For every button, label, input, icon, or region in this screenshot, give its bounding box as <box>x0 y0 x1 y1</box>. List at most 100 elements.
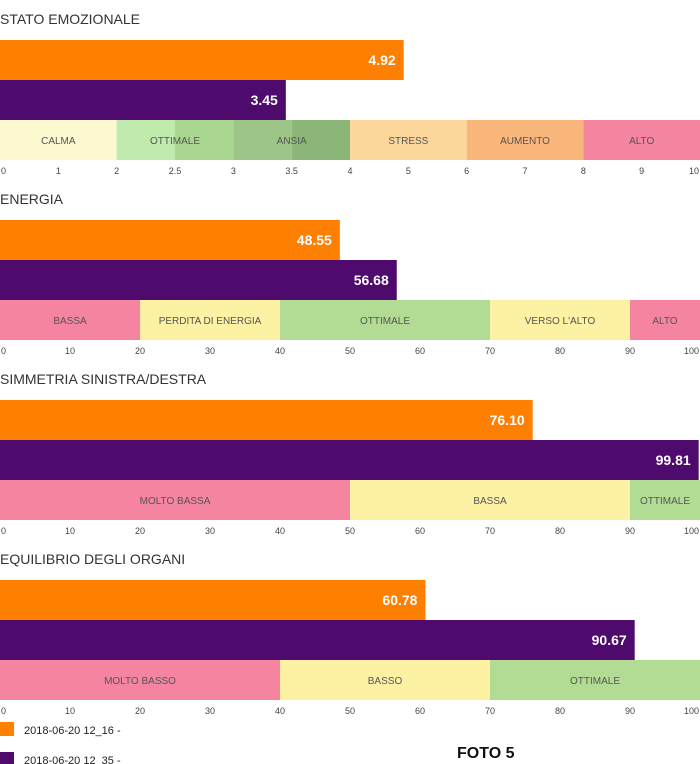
tick-label: 30 <box>205 346 215 356</box>
zone-band <box>0 120 117 160</box>
tick-label: 0 <box>1 346 6 356</box>
bar <box>0 400 533 440</box>
bar-value-label: 56.68 <box>354 272 389 288</box>
tick-label: 50 <box>345 526 355 536</box>
zone-label: BASSO <box>368 676 403 687</box>
bar <box>0 220 340 260</box>
tick-label: 70 <box>485 526 495 536</box>
tick-label: 30 <box>205 706 215 716</box>
tick-label: 6 <box>464 166 469 176</box>
zone-label: VERSO L'ALTO <box>525 316 596 327</box>
tick-label: 10 <box>689 166 699 176</box>
zone-band <box>280 660 490 700</box>
zone-label: OTTIMALE <box>360 316 410 327</box>
tick-label: 0 <box>1 526 6 536</box>
tick-label: 3.5 <box>285 166 298 176</box>
zone-band <box>0 480 350 520</box>
bar-value-label: 60.78 <box>382 592 417 608</box>
tick-label: 2 <box>114 166 119 176</box>
bar-value-label: 99.81 <box>656 452 691 468</box>
tick-label: 80 <box>555 526 565 536</box>
bar-value-label: 90.67 <box>592 632 627 648</box>
zone-label: OTTIMALE <box>640 496 690 507</box>
zone-label: PERDITA DI ENERGIA <box>159 316 262 327</box>
zone-label: MOLTO BASSA <box>140 496 211 507</box>
tick-label: 10 <box>65 706 75 716</box>
tick-label: 3 <box>231 166 236 176</box>
bar-value-label: 3.45 <box>251 92 278 108</box>
tick-label: 90 <box>625 346 635 356</box>
zone-label: CALMA <box>41 136 76 147</box>
tick-label: 60 <box>415 346 425 356</box>
tick-label: 10 <box>65 346 75 356</box>
bar <box>0 580 426 620</box>
tick-label: 100 <box>684 346 699 356</box>
zone-band <box>630 480 700 520</box>
bar <box>0 80 286 120</box>
tick-label: 50 <box>345 706 355 716</box>
zone-band <box>140 300 280 340</box>
legend-label: 2018-06-20 12_35 - <box>24 755 121 764</box>
tick-label: 20 <box>135 346 145 356</box>
tick-label: 20 <box>135 526 145 536</box>
legend-label: 2018-06-20 12_16 - <box>24 725 121 737</box>
bar <box>0 440 699 480</box>
panel-title: SIMMETRIA SINISTRA/DESTRA <box>0 371 207 387</box>
tick-label: 40 <box>275 526 285 536</box>
zone-label: OTTIMALE <box>150 136 200 147</box>
panel-title: EQUILIBRIO DEGLI ORGANI <box>0 551 185 567</box>
bar-value-label: 4.92 <box>368 52 395 68</box>
zone-band <box>350 480 630 520</box>
tick-label: 90 <box>625 706 635 716</box>
zone-band <box>175 120 234 160</box>
zone-band <box>490 300 630 340</box>
zone-label: ALTO <box>629 136 654 147</box>
legend-swatch <box>0 752 14 764</box>
tick-label: 100 <box>684 706 699 716</box>
tick-label: 90 <box>625 526 635 536</box>
tick-label: 8 <box>581 166 586 176</box>
tick-label: 80 <box>555 346 565 356</box>
zone-label: AUMENTO <box>500 136 550 147</box>
zone-label: MOLTO BASSO <box>104 676 176 687</box>
tick-label: 70 <box>485 346 495 356</box>
zone-label: ANSIA <box>277 136 307 147</box>
tick-label: 60 <box>415 526 425 536</box>
tick-label: 30 <box>205 526 215 536</box>
tick-label: 10 <box>65 526 75 536</box>
zone-band <box>0 300 140 340</box>
bar-value-label: 48.55 <box>297 232 332 248</box>
tick-label: 60 <box>415 706 425 716</box>
photo-caption: FOTO 5 <box>457 745 515 762</box>
tick-label: 2.5 <box>169 166 182 176</box>
zone-label: ALTO <box>652 316 677 327</box>
tick-label: 40 <box>275 706 285 716</box>
zone-label: BASSA <box>473 496 507 507</box>
zone-label: STRESS <box>388 136 428 147</box>
panel-title: ENERGIA <box>0 191 64 207</box>
tick-label: 100 <box>684 526 699 536</box>
zone-band <box>0 660 280 700</box>
bar <box>0 620 635 660</box>
zone-band <box>630 300 700 340</box>
bar-value-label: 76.10 <box>490 412 525 428</box>
bar <box>0 260 397 300</box>
tick-label: 7 <box>522 166 527 176</box>
zone-label: BASSA <box>53 316 87 327</box>
zone-band <box>233 120 292 160</box>
zone-band <box>350 120 467 160</box>
tick-label: 80 <box>555 706 565 716</box>
zone-band <box>116 120 175 160</box>
tick-label: 0 <box>1 166 6 176</box>
zone-band <box>583 120 700 160</box>
tick-label: 9 <box>639 166 644 176</box>
tick-label: 40 <box>275 346 285 356</box>
panel-title: STATO EMOZIONALE <box>0 11 140 27</box>
zone-band <box>280 300 490 340</box>
bar <box>0 40 404 80</box>
tick-label: 0 <box>1 706 6 716</box>
tick-label: 50 <box>345 346 355 356</box>
tick-label: 20 <box>135 706 145 716</box>
zone-band <box>291 120 350 160</box>
